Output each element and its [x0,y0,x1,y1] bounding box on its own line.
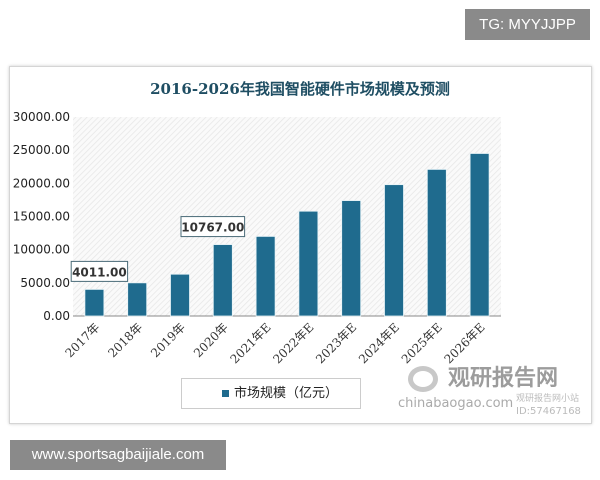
bar-2018年 [127,282,148,317]
legend-label: 市场规模（亿元） [234,386,339,401]
x-tick-label: 2025年E [399,320,445,366]
bar-2017年 [84,288,105,317]
data-label: 4011.00 [72,265,127,279]
bar-2024年E [384,184,404,317]
y-tick-label: 10000.00 [13,243,70,257]
watermark-brand: 观研报告网 [448,366,559,391]
watermark-logo-icon [408,366,438,392]
data-label-box [70,260,129,282]
x-tick-label: 2019年 [148,320,188,360]
chart-title: 2016-2026年我国智能硬件市场规模及预测 [150,80,450,98]
bar-2023年E [341,200,362,317]
bar-2022年E [298,210,319,317]
tg-label: TG: MYYJJPP [465,9,590,40]
x-tick-label: 2022年E [270,320,316,366]
x-tick-label: 2018年 [105,320,145,360]
url-label: www.sportsagbaijiale.com [10,440,226,470]
x-tick-label: 2026年E [442,320,488,366]
x-tick-label: 2020年 [191,320,231,360]
x-tick-label: 2021年E [228,320,274,366]
x-tick-label: 2024年E [356,320,402,366]
bar-2020年 [212,244,233,317]
data-label-box [180,216,246,238]
legend: 市场规模（亿元） [181,378,361,409]
y-tick-label: 5000.00 [20,276,70,290]
watermark-domain: chinabaogao.com [398,396,514,411]
bar-2019年 [170,273,190,317]
bar-2026年E [469,153,490,317]
watermark-id: ID:57467168 [516,406,581,417]
watermark-site: 观研报告网小站 [516,394,580,404]
x-tick-label: 2023年E [313,320,359,366]
y-tick-label: 30000.00 [13,110,70,124]
y-tick-label: 0.00 [43,309,70,323]
bar-2021年E [255,235,276,317]
data-label: 10767.00 [181,221,244,235]
y-tick-label: 25000.00 [13,143,70,157]
y-tick-label: 20000.00 [13,176,70,190]
bar-2025年E [426,169,447,317]
x-tick-label: 2017年 [63,320,103,360]
y-tick-label: 15000.00 [13,210,70,224]
legend-swatch [222,390,229,397]
